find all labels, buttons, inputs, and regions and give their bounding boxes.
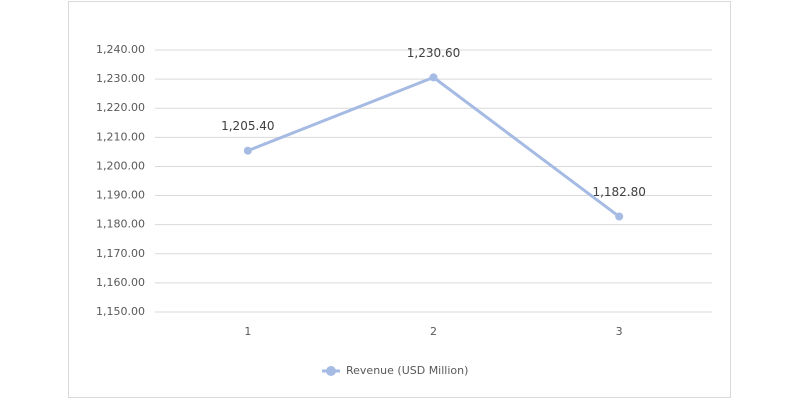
data-label: 1,230.60 bbox=[407, 46, 460, 60]
y-tick-label: 1,190.00 bbox=[96, 189, 145, 202]
y-tick-label: 1,150.00 bbox=[96, 305, 145, 318]
data-point bbox=[615, 212, 624, 221]
legend-label: Revenue (USD Million) bbox=[346, 364, 468, 377]
data-point bbox=[429, 73, 438, 82]
chart-frame bbox=[68, 1, 731, 398]
legend-marker bbox=[326, 366, 336, 376]
x-tick-label: 3 bbox=[616, 325, 623, 338]
x-tick-label: 1 bbox=[244, 325, 251, 338]
y-tick-label: 1,200.00 bbox=[96, 159, 145, 172]
y-tick-label: 1,180.00 bbox=[96, 218, 145, 231]
data-label: 1,182.80 bbox=[592, 185, 645, 199]
y-tick-label: 1,230.00 bbox=[96, 72, 145, 85]
y-tick-label: 1,170.00 bbox=[96, 247, 145, 260]
x-tick-label: 2 bbox=[430, 325, 437, 338]
y-tick-label: 1,210.00 bbox=[96, 130, 145, 143]
y-tick-label: 1,240.00 bbox=[96, 43, 145, 56]
data-point bbox=[243, 146, 252, 155]
y-tick-label: 1,160.00 bbox=[96, 276, 145, 289]
data-label: 1,205.40 bbox=[221, 119, 274, 133]
y-tick-label: 1,220.00 bbox=[96, 101, 145, 114]
